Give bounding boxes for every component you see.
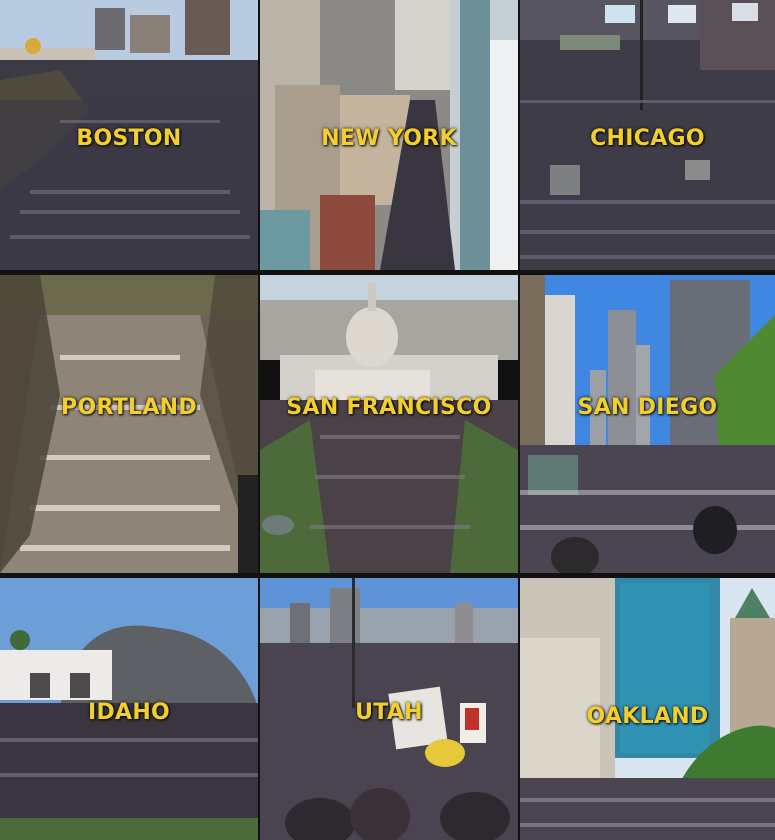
city-label-portland: PORTLAND: [61, 395, 197, 420]
tile-oakland: OAKLAND: [520, 578, 775, 840]
tile-utah: UTAH: [260, 578, 518, 840]
utah-photo: [260, 578, 518, 840]
oakland-photo: [520, 578, 775, 840]
san-francisco-photo: [260, 275, 518, 573]
tile-portland: PORTLAND: [0, 275, 258, 573]
san-diego-photo: [520, 275, 775, 573]
tile-idaho: IDAHO: [0, 578, 258, 840]
city-label-san-francisco: SAN FRANCISCO: [286, 395, 492, 420]
boston-photo: [0, 0, 258, 270]
idaho-photo: [0, 578, 258, 840]
city-label-san-diego: SAN DIEGO: [577, 395, 718, 420]
portland-photo: [0, 275, 258, 573]
tile-san-diego: SAN DIEGO: [520, 275, 775, 573]
city-label-new-york: NEW YORK: [321, 126, 457, 151]
city-label-oakland: OAKLAND: [586, 704, 709, 729]
tile-chicago: CHICAGO: [520, 0, 775, 270]
new-york-photo: [260, 0, 518, 270]
city-label-boston: BOSTON: [76, 126, 182, 151]
tile-san-francisco: SAN FRANCISCO: [260, 275, 518, 573]
city-label-chicago: CHICAGO: [590, 126, 705, 151]
tile-new-york: NEW YORK: [260, 0, 518, 270]
city-label-utah: UTAH: [355, 700, 423, 725]
tile-boston: BOSTON: [0, 0, 258, 270]
chicago-photo: [520, 0, 775, 270]
city-label-idaho: IDAHO: [87, 700, 171, 725]
